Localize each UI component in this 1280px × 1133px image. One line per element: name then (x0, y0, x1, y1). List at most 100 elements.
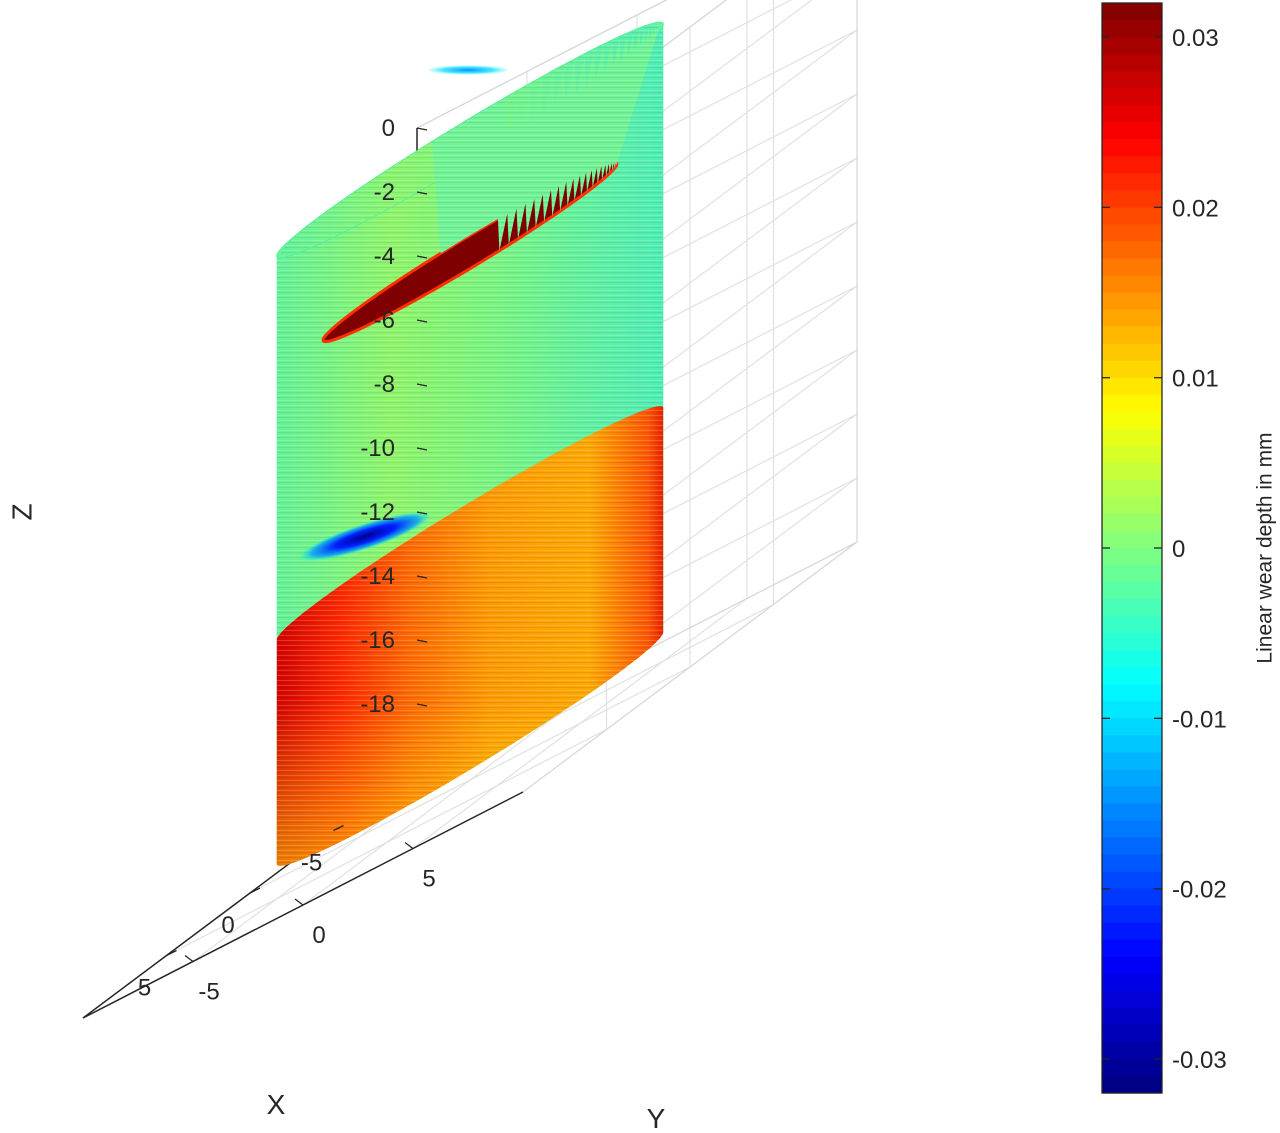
colorbar-swatch (1102, 888, 1162, 907)
colorbar-swatch (1102, 71, 1162, 89)
inner-wall-hotspot (426, 65, 510, 75)
y-tick-label: 5 (422, 866, 435, 893)
colorbar-swatch (1102, 599, 1162, 617)
colorbar-tick-label: 0.01 (1172, 366, 1219, 393)
cylinder-surface (276, 21, 664, 866)
colorbar-swatch (1102, 37, 1162, 55)
low-wear-hotspot (298, 511, 432, 562)
y-tick-label: -5 (198, 979, 219, 1006)
y-tick-mark (184, 954, 194, 963)
colorbar-swatch (1102, 701, 1162, 719)
colorbar-swatch (1102, 139, 1162, 157)
colorbar-swatch (1102, 241, 1162, 260)
y-axis-label: Y (647, 1103, 666, 1133)
colorbar-swatch (1102, 582, 1162, 600)
colorbar-swatch (1102, 956, 1162, 975)
colorbar-swatch (1102, 548, 1162, 566)
colorbar-swatch (1102, 54, 1162, 72)
colorbar-tick-label: -0.03 (1172, 1047, 1227, 1074)
colorbar-swatch (1102, 88, 1162, 106)
x-tick-label: 0 (221, 912, 234, 939)
z-tick-label: -18 (360, 691, 395, 718)
colorbar-swatch (1102, 360, 1162, 379)
colorbar-swatch (1102, 684, 1162, 702)
colorbar-swatch (1102, 326, 1162, 345)
z-tick-mark (416, 703, 428, 707)
axes-frame-edge (522, 541, 858, 793)
colorbar-tick-label: 0.02 (1172, 195, 1219, 222)
x-tick-label: 5 (138, 975, 151, 1002)
colorbar-tick-label: 0.03 (1172, 25, 1219, 52)
colorbar-swatch (1102, 105, 1162, 123)
colorbar-tick-label: -0.02 (1172, 877, 1227, 904)
colorbar-tick-label: -0.01 (1172, 706, 1227, 733)
y-tick-label: 0 (312, 922, 325, 949)
colorbar-swatch (1102, 411, 1162, 430)
colorbar-swatch (1102, 3, 1162, 21)
x-tick-mark (333, 824, 344, 832)
colorbar-swatch (1102, 207, 1162, 226)
x-tick-mark (166, 949, 177, 957)
colorbar-swatch (1102, 803, 1162, 822)
x-axis-label: X (267, 1089, 286, 1120)
colorbar-swatch (1102, 530, 1162, 549)
colorbar-swatch (1102, 1024, 1162, 1043)
axes-frame-edge (416, 0, 668, 129)
colorbar-swatch (1102, 309, 1162, 328)
z-tick-mark (416, 575, 428, 579)
z-tick-mark (416, 639, 428, 643)
colorbar-swatch (1102, 343, 1162, 362)
colorbar-swatch (1102, 820, 1162, 839)
z-tick-mark (416, 447, 428, 451)
colorbar-label: Linear wear depth in mm (1254, 432, 1277, 663)
z-tick-label: -12 (360, 499, 395, 526)
colorbar-swatch (1102, 156, 1162, 174)
colorbar-swatch (1102, 122, 1162, 140)
z-tick-label: -2 (374, 179, 395, 206)
colorbar-swatch (1102, 735, 1162, 753)
colorbar-swatch (1102, 650, 1162, 668)
z-tick-label: -16 (360, 627, 395, 654)
colorbar-swatch (1102, 292, 1162, 311)
y-tick-mark (294, 898, 304, 906)
z-tick-label: -8 (374, 371, 395, 398)
colorbar-swatch (1102, 275, 1162, 294)
z-axis-label: Z (6, 503, 37, 520)
colorbar-swatch (1102, 1007, 1162, 1026)
colorbar-swatch (1102, 922, 1162, 941)
z-tick-mark (416, 191, 428, 195)
colorbar-tick-label: 0 (1172, 536, 1185, 563)
colorbar-swatch (1102, 20, 1162, 38)
colorbar-swatch (1102, 854, 1162, 873)
colorbar-swatch (1102, 479, 1162, 498)
colorbar-swatch (1102, 786, 1162, 805)
colorbar-swatch (1102, 769, 1162, 788)
x-tick-mark (249, 887, 261, 894)
colorbar-swatch (1102, 990, 1162, 1009)
z-tick-label: -4 (374, 243, 395, 270)
colorbar-swatch (1102, 496, 1162, 515)
colorbar-swatch (1102, 1058, 1162, 1077)
colorbar-swatch (1102, 616, 1162, 634)
z-tick-mark (416, 255, 428, 259)
z-tick-label: -10 (360, 435, 395, 462)
colorbar-swatch (1102, 1041, 1162, 1060)
z-tick-mark (416, 319, 428, 323)
colorbar-swatch (1102, 258, 1162, 277)
colorbar-swatch (1102, 905, 1162, 924)
z-tick-label: -14 (360, 563, 395, 590)
colorbar-swatch (1102, 633, 1162, 651)
colorbar-swatch (1102, 565, 1162, 583)
colorbar-swatch (1102, 445, 1162, 464)
x-tick-label: -5 (301, 850, 322, 877)
colorbar-swatch (1102, 939, 1162, 958)
colorbar-swatch (1102, 513, 1162, 532)
z-tick-mark (416, 383, 428, 387)
colorbar-swatch (1102, 190, 1162, 208)
y-tick-mark (404, 841, 414, 850)
inner-back-wall-stripes (432, 24, 660, 254)
colorbar-swatch (1102, 173, 1162, 191)
colorbar: 0.03 0.02 0.01 0 -0.01 -0.02 -0.03 (1101, 2, 1227, 1094)
z-tick-label: -6 (374, 307, 395, 334)
